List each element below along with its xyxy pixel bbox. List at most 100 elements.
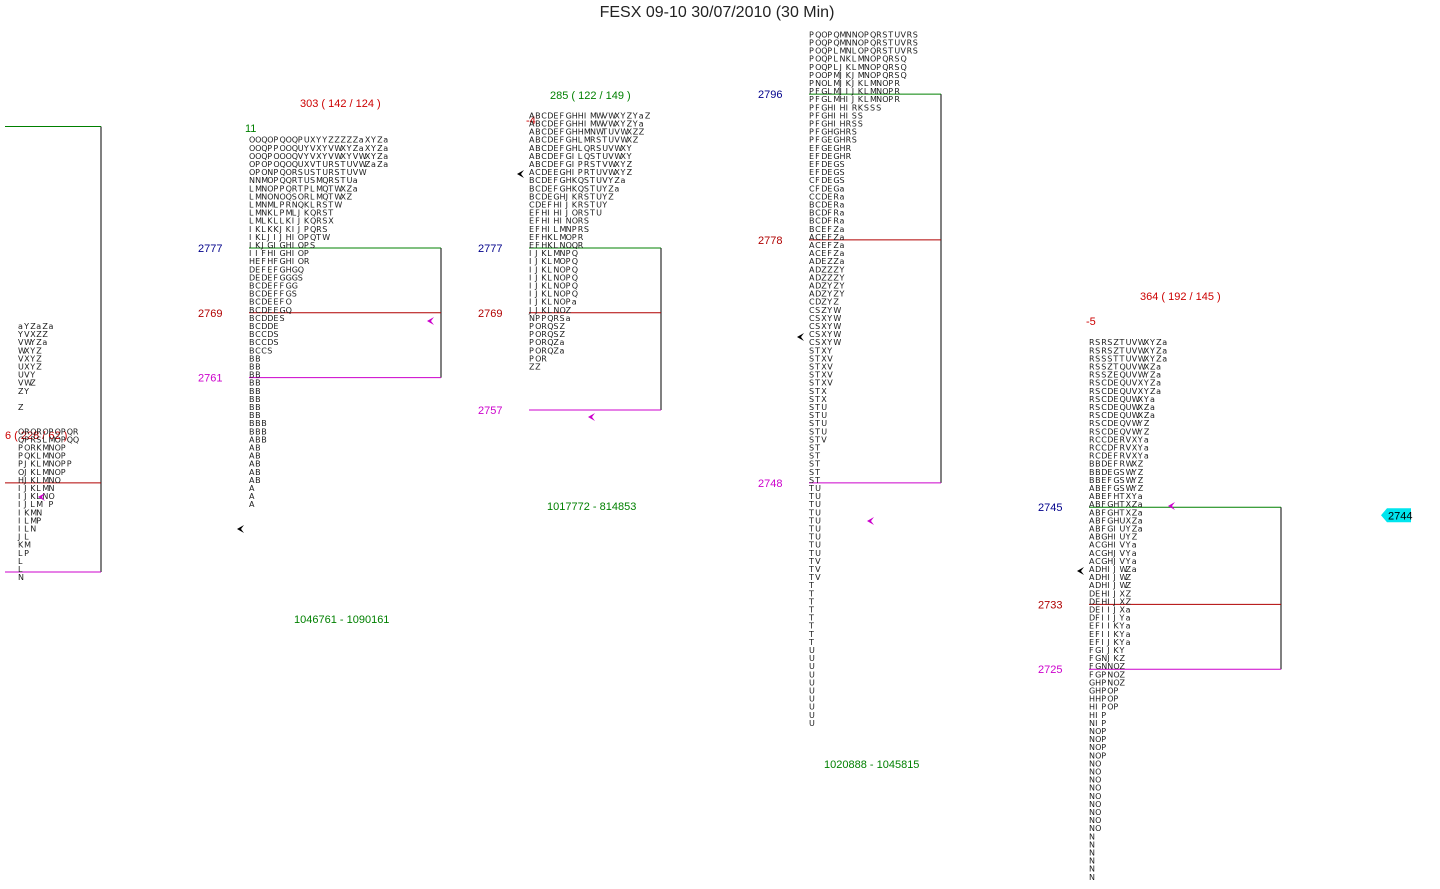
tpo-letter: T	[297, 176, 303, 185]
tpo-letter: T	[808, 581, 814, 590]
tpo-letter: P	[304, 233, 309, 242]
tpo-letter: S	[815, 322, 820, 331]
tpo-letter: L	[547, 298, 552, 307]
tpo-letter: U	[298, 144, 304, 153]
tpo-letter: O	[261, 160, 267, 169]
tpo-letter: C	[1101, 427, 1107, 436]
tpo-letter: T	[808, 614, 814, 623]
tpo-letter: R	[1120, 444, 1126, 453]
tpo-letter: Z	[36, 354, 42, 363]
tpo-letter: Z	[560, 322, 566, 331]
tpo-letter: L	[261, 217, 266, 226]
tpo-letter: H	[1089, 711, 1095, 720]
tpo-letter: U	[304, 136, 310, 145]
tpo-letter: V	[901, 30, 907, 39]
tpo-letter: R	[907, 47, 913, 56]
tpo-letter: T	[1112, 363, 1118, 372]
tpo-letter: D	[547, 144, 553, 153]
tpo-letter: H	[840, 95, 846, 104]
tpo-letter: O	[286, 168, 292, 177]
tpo-letter: Y	[1137, 452, 1143, 461]
tpo-letter: U	[304, 176, 310, 185]
tpo-letter: K	[1113, 646, 1119, 655]
tpo-letter: P	[304, 225, 309, 234]
tpo-letter: A	[1089, 573, 1095, 582]
tpo-letter: O	[560, 273, 566, 282]
tpo-letter: P	[827, 30, 832, 39]
tpo-letter: H	[840, 120, 846, 129]
tpo-letter: U	[821, 427, 827, 436]
tpo-letter: U	[602, 152, 608, 161]
tpo-letter: a	[566, 314, 571, 323]
tpo-letter: H	[840, 128, 846, 137]
tpo-letter: A	[529, 144, 535, 153]
tpo-letter: B	[529, 176, 535, 185]
tpo-letter: W	[1126, 460, 1134, 469]
tpo-letter: G	[1101, 549, 1107, 558]
tpo-letter: F	[815, 160, 820, 169]
tpo-letter: V	[18, 379, 24, 388]
tpo-letter: I	[1107, 565, 1109, 574]
tpo-letter: C	[255, 282, 261, 291]
tpo-letter: L	[547, 257, 552, 266]
tpo-letter: R	[316, 225, 322, 234]
tpo-letter: U	[894, 30, 900, 39]
tpo-letter: L	[553, 225, 558, 234]
tpo-letter: G	[553, 192, 559, 201]
tpo-letter: X	[1132, 452, 1138, 461]
tpo-letter: B	[535, 160, 541, 169]
tpo-letter: T	[814, 435, 820, 444]
tpo-letter: a	[1126, 606, 1131, 615]
tpo-letter: Q	[286, 306, 292, 315]
tpo-letter: I	[273, 241, 275, 250]
tpo-letter: Y	[620, 120, 626, 129]
tpo-letter: U	[815, 533, 821, 542]
tpo-letter: P	[1101, 687, 1106, 696]
tpo-letter: D	[1107, 403, 1113, 412]
tpo-letter: D	[261, 322, 267, 331]
tpo-column: Z	[645, 111, 651, 120]
tpo-letter: J	[23, 476, 26, 485]
tpo-letter: T	[814, 346, 820, 355]
tpo-letter: a	[1156, 363, 1161, 372]
tpo-letter: S	[815, 338, 820, 347]
tpo-letter: D	[261, 314, 267, 323]
tpo-letter: Z	[1156, 354, 1162, 363]
tpo-letter: O	[286, 152, 292, 161]
tpo-letter: F	[553, 184, 558, 193]
tpo-letter: N	[1107, 662, 1113, 671]
tpo-letter: N	[1089, 816, 1095, 825]
tpo-letter: P	[572, 233, 577, 242]
tpo-letter: a	[614, 184, 619, 193]
tpo-letter: P	[566, 282, 571, 291]
tpo-letter: K	[1113, 622, 1119, 631]
tpo-letter: Y	[303, 152, 309, 161]
tpo-letter: Z	[42, 322, 48, 331]
tpo-letter: T	[814, 460, 820, 469]
tpo-letter: X	[1120, 606, 1126, 615]
tpo-letter: I	[529, 282, 531, 291]
tpo-letter: O	[298, 241, 304, 250]
tpo-letter: D	[267, 314, 273, 323]
tpo-letter: Z	[36, 338, 42, 347]
tpo-letter: U	[809, 662, 815, 671]
tpo-letter: Z	[1126, 565, 1132, 574]
tpo-letter: Z	[1132, 500, 1138, 509]
tpo-letter: S	[809, 452, 814, 461]
tpo-letter: S	[913, 47, 918, 56]
tpo-letter: R	[1089, 387, 1095, 396]
tpo-letter: Q	[870, 39, 876, 48]
tpo-letter: P	[809, 39, 814, 48]
tpo-letter: V	[1126, 444, 1132, 453]
tpo-letter: J	[1112, 573, 1115, 582]
tpo-letter: Y	[1119, 646, 1125, 655]
tpo-letter: K	[255, 233, 261, 242]
tpo-letter: M	[858, 55, 865, 64]
tpo-letter: R	[578, 241, 584, 250]
tpo-letter: Q	[298, 201, 304, 210]
